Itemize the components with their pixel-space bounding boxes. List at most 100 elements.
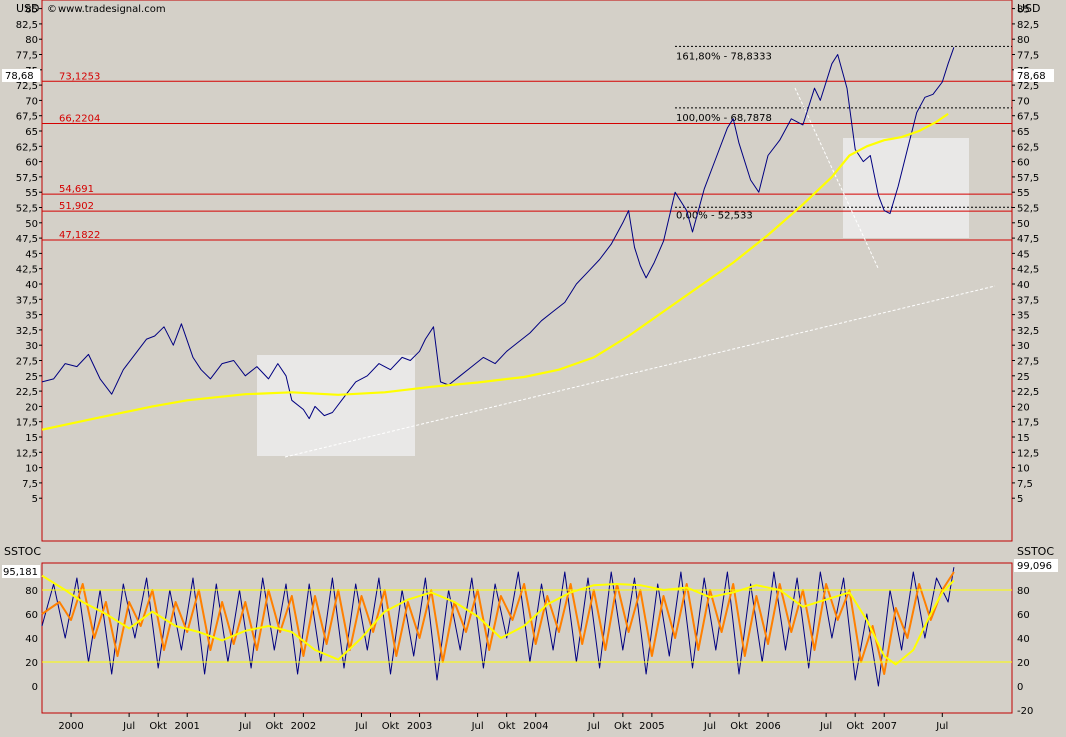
y-tick-right-7: 67,5 (1017, 112, 1039, 123)
y-tick-right-10: 60 (1017, 158, 1030, 169)
y-tick-left-1: 82,5 (16, 20, 38, 31)
x-tick-label-16: Jul (703, 721, 716, 732)
y-tick-left-27: 17,5 (16, 418, 38, 429)
unit-label-right: USD (1017, 2, 1041, 15)
last-value-left: 78,68 (5, 71, 34, 82)
stoch-tick-right-4: 0 (1017, 682, 1023, 693)
y-axis-right: 8582,58077,57572,57067,56562,56057,55552… (1012, 5, 1039, 505)
x-tick-label-18: 2006 (755, 721, 780, 732)
stoch-tick-left-4: 0 (32, 682, 38, 693)
y-tick-left-0: 85 (25, 5, 38, 16)
y-tick-right-11: 57,5 (1017, 173, 1039, 184)
y-tick-right-12: 55 (1017, 188, 1030, 199)
y-tick-left-14: 50 (25, 219, 38, 230)
copyright-icon: © (47, 4, 57, 15)
y-tick-left-28: 15 (25, 433, 38, 444)
y-tick-left-24: 25 (25, 372, 38, 383)
x-tick-label-19: Jul (819, 721, 832, 732)
y-tick-left-15: 47,5 (16, 234, 38, 245)
y-tick-right-1: 82,5 (1017, 20, 1039, 31)
y-tick-right-16: 45 (1017, 249, 1030, 260)
stoch-tick-right-2: 40 (1017, 634, 1030, 645)
x-tick-label-20: Okt (846, 721, 864, 732)
x-tick-label-1: Jul (122, 721, 135, 732)
y-tick-right-23: 27,5 (1017, 357, 1039, 368)
fib-label-1: 100,00% - 68,7878 (676, 113, 772, 124)
trend-line-long (284, 285, 996, 458)
y-tick-left-25: 22,5 (16, 387, 38, 398)
y-tick-left-6: 70 (25, 96, 38, 107)
y-tick-left-7: 67,5 (16, 112, 38, 123)
last-value-left-box (2, 69, 40, 82)
y-tick-right-5: 72,5 (1017, 81, 1039, 92)
moving-average-line (41, 112, 949, 431)
fib-label-2: 0,00% - 52,533 (676, 210, 753, 221)
y-tick-left-10: 60 (25, 158, 38, 169)
y-tick-right-18: 40 (1017, 280, 1030, 291)
stoch-value-right-box (1014, 559, 1058, 572)
y-tick-left-22: 30 (25, 341, 38, 352)
stoch-value-left-box (2, 565, 40, 578)
y-tick-right-8: 65 (1017, 127, 1030, 138)
y-tick-right-22: 30 (1017, 341, 1030, 352)
y-tick-right-24: 25 (1017, 372, 1030, 383)
stoch-value-right: 99,096 (1017, 561, 1052, 572)
y-tick-right-32: 5 (1017, 494, 1023, 505)
x-tick-label-14: Okt (614, 721, 632, 732)
x-tick-label-13: Jul (587, 721, 600, 732)
y-tick-left-23: 27,5 (16, 357, 38, 368)
stoch-tick-left-0: 80 (25, 586, 38, 597)
y-tick-left-17: 42,5 (16, 265, 38, 276)
y-tick-left-20: 35 (25, 311, 38, 322)
y-tick-right-6: 70 (1017, 96, 1030, 107)
stoch-title-left: SSTOC (4, 545, 41, 558)
y-tick-right-9: 62,5 (1017, 142, 1039, 153)
y-tick-right-15: 47,5 (1017, 234, 1039, 245)
stoch-tick-left-2: 40 (25, 634, 38, 645)
x-axis: 2000 Jul Okt 2001 Jul Okt 2002 Jul Okt 2003 Jul Okt… (58, 713, 948, 732)
x-tick-label-22: Jul (935, 721, 948, 732)
unit-label-left: USD (16, 2, 40, 15)
x-tick-label-2: Okt (149, 721, 167, 732)
y-tick-right-20: 35 (1017, 311, 1030, 322)
y-tick-right-30: 10 (1017, 464, 1030, 475)
y-tick-left-21: 32,5 (16, 326, 38, 337)
y-tick-right-21: 32,5 (1017, 326, 1039, 337)
y-tick-right-14: 50 (1017, 219, 1030, 230)
stoch-tick-right-1: 60 (1017, 610, 1030, 621)
x-tick-label-4: Jul (238, 721, 251, 732)
source-label: www.tradesignal.com (58, 4, 166, 15)
x-tick-label-12: 2004 (523, 721, 548, 732)
y-tick-right-29: 12,5 (1017, 448, 1039, 459)
shade-rect-2002 (257, 355, 415, 456)
y-tick-right-0: 85 (1017, 5, 1030, 16)
price-panel[interactable] (41, 0, 1013, 542)
stoch-tick-right-0: 80 (1017, 586, 1030, 597)
stoch-k-line (41, 567, 955, 687)
stoch-tick-right-3: 20 (1017, 658, 1030, 669)
y-tick-right-31: 7,5 (1017, 479, 1033, 490)
y-tick-right-25: 22,5 (1017, 387, 1039, 398)
x-tick-label-15: 2005 (639, 721, 664, 732)
last-value-right-box (1014, 69, 1054, 82)
stoch-tick-left-3: 20 (25, 658, 38, 669)
x-tick-label-6: 2002 (291, 721, 316, 732)
x-tick-label-9: 2003 (407, 721, 432, 732)
y-tick-left-19: 37,5 (16, 295, 38, 306)
stoch-tick-right-5: -20 (1017, 706, 1033, 717)
y-tick-right-2: 80 (1017, 35, 1030, 46)
stoch-slow-line (41, 574, 955, 666)
x-tick-label-7: Jul (354, 721, 367, 732)
fib-label-0: 161,80% - 78,8333 (676, 51, 772, 62)
level-label-4: 47,1822 (59, 230, 100, 241)
stoch-value-left: 95,181 (3, 567, 38, 578)
trend-line-drop (794, 87, 879, 269)
y-tick-left-3: 77,5 (16, 51, 38, 62)
y-tick-right-28: 15 (1017, 433, 1030, 444)
y-tick-left-16: 45 (25, 249, 38, 260)
level-label-3: 51,902 (59, 201, 94, 212)
x-tick-label-0: 2000 (58, 721, 83, 732)
y-tick-left-5: 72,5 (16, 81, 38, 92)
y-tick-left-2: 80 (25, 35, 38, 46)
